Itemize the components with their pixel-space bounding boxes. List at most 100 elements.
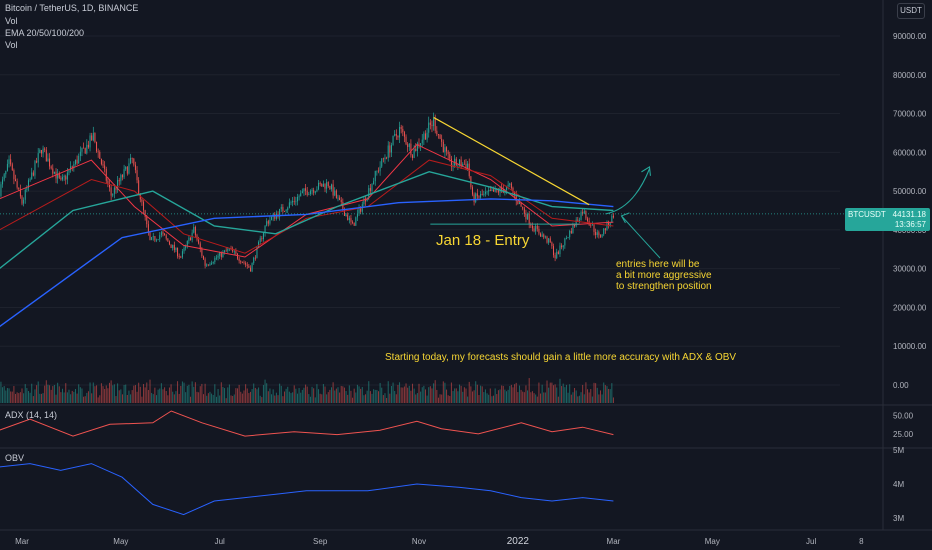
volume-bar <box>8 388 10 403</box>
candle <box>531 225 533 229</box>
candle <box>52 168 54 174</box>
candle <box>311 189 313 191</box>
candle <box>149 232 151 240</box>
currency-button[interactable]: USDT <box>897 3 925 19</box>
volume-bar <box>113 384 115 403</box>
candle <box>266 221 268 226</box>
candle <box>45 149 47 162</box>
candle <box>303 188 305 192</box>
volume-bar <box>467 396 469 403</box>
candle <box>309 190 311 195</box>
candle <box>512 187 514 193</box>
volume-bar <box>459 384 461 403</box>
volume-bar <box>449 395 451 403</box>
candle <box>489 189 491 191</box>
candle <box>431 124 433 127</box>
candle <box>549 238 551 243</box>
candle <box>10 159 12 165</box>
candle <box>575 219 577 227</box>
volume-bar <box>507 389 509 403</box>
candle <box>29 179 31 181</box>
volume-bar <box>311 386 313 403</box>
candle <box>561 245 563 248</box>
candle <box>144 210 146 217</box>
candle <box>444 147 446 153</box>
volume-bar <box>183 382 185 403</box>
candle <box>181 251 183 258</box>
volume-bar <box>569 384 571 403</box>
volume-bar <box>146 382 148 403</box>
candle <box>227 248 229 251</box>
price-badge-countdown: 13:36:57 <box>894 220 926 229</box>
candle <box>608 221 610 227</box>
volume-bar <box>230 395 232 403</box>
candle <box>238 258 240 262</box>
volume-bar <box>489 388 491 403</box>
candle <box>183 248 185 252</box>
volume-bar <box>316 384 318 403</box>
candle <box>261 238 263 240</box>
volume-bar <box>29 392 31 403</box>
candle <box>209 264 211 266</box>
volume-bar <box>167 395 169 403</box>
candle <box>37 153 39 163</box>
volume-bar <box>164 387 166 403</box>
candle <box>19 189 21 197</box>
volume-bar <box>107 388 109 403</box>
volume-bar <box>371 393 373 403</box>
volume-bar <box>143 384 145 403</box>
volume-bar <box>287 386 289 403</box>
adx-pane-label: ADX (14, 14) <box>5 410 58 420</box>
candle <box>384 157 386 160</box>
candle <box>194 227 196 236</box>
candle <box>390 144 392 153</box>
candle <box>162 232 164 234</box>
candle <box>569 230 571 238</box>
price-axis-label: 0.00 <box>893 381 909 390</box>
candle <box>330 184 332 190</box>
candle <box>292 200 294 203</box>
candle <box>339 197 341 201</box>
volume-bar <box>52 386 54 403</box>
candle <box>233 251 235 253</box>
volume-bar <box>365 394 367 403</box>
volume-bar <box>590 389 592 403</box>
candle <box>551 242 553 247</box>
indicator-ema: EMA 20/50/100/200 <box>5 28 85 38</box>
candle <box>585 211 587 219</box>
volume-bar <box>570 394 572 403</box>
candle <box>335 190 337 199</box>
volume-bar <box>79 387 81 403</box>
volume-bar <box>196 391 198 403</box>
volume-bar <box>606 386 608 403</box>
candle <box>253 257 255 264</box>
volume-bar <box>339 392 341 403</box>
candle <box>78 155 80 164</box>
volume-bar <box>23 393 25 403</box>
candle <box>99 152 101 159</box>
volume-bar <box>342 386 344 403</box>
volume-bar <box>49 385 51 403</box>
candle <box>368 188 370 199</box>
volume-bar <box>593 382 595 403</box>
volume-bar <box>199 386 201 403</box>
candle <box>215 257 217 259</box>
volume-bar <box>258 387 260 403</box>
volume-bar <box>272 389 274 403</box>
candle <box>371 184 373 191</box>
trendline <box>433 116 590 206</box>
candle <box>212 261 214 264</box>
volume-bar <box>348 385 350 403</box>
volume-bar <box>175 391 177 403</box>
volume-bar <box>512 387 514 403</box>
candle <box>159 235 161 240</box>
adx-axis-label: 50.00 <box>893 411 914 420</box>
candle <box>136 170 138 181</box>
volume-bar <box>429 386 431 403</box>
volume-bar <box>100 383 102 403</box>
volume-bar <box>329 389 331 403</box>
candle <box>324 183 326 189</box>
candle <box>168 241 170 245</box>
price-badge-symbol: BTCUSDT <box>848 210 886 219</box>
